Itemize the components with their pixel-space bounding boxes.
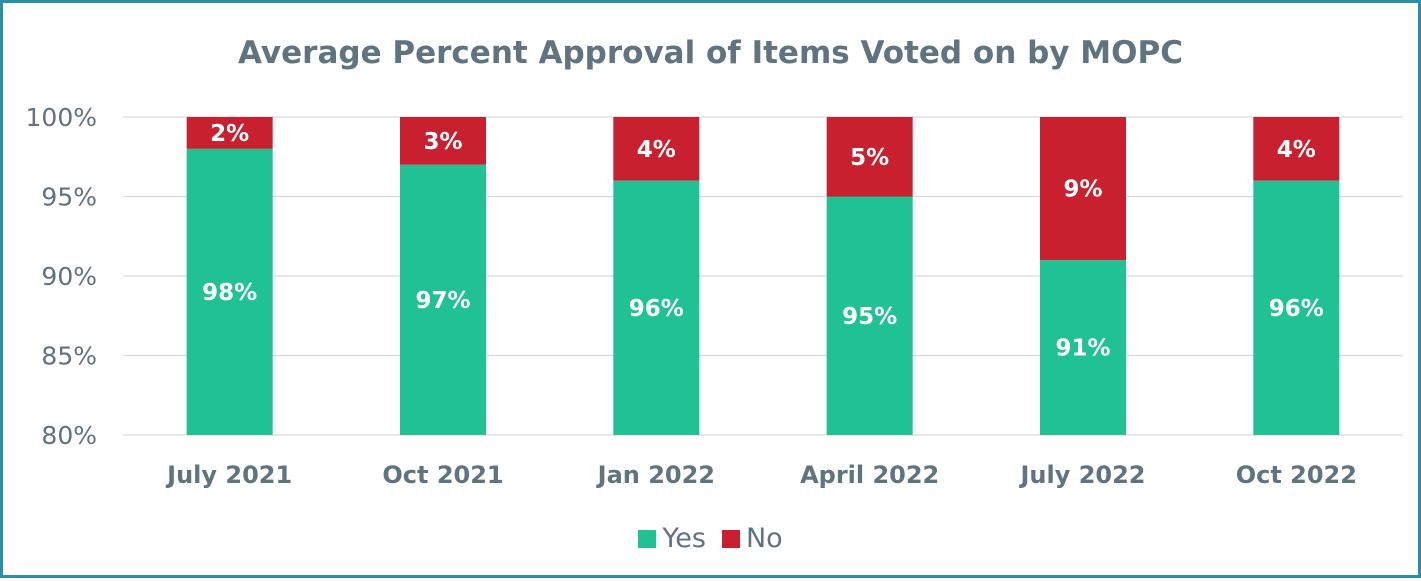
bar-yes: [613, 180, 700, 435]
bar-yes: [400, 164, 486, 435]
x-tick-label: July 2022: [1018, 461, 1145, 489]
data-label-no: 9%: [1063, 177, 1102, 203]
x-tick-label: July 2021: [165, 461, 292, 489]
legend: Yes No: [3, 523, 1418, 554]
bar-yes: [1040, 260, 1126, 435]
bar-yes: [186, 148, 273, 436]
legend-item-yes: Yes: [638, 523, 706, 554]
legend-label-yes: Yes: [662, 523, 706, 554]
bar-no: [400, 117, 486, 165]
data-label-no: 3%: [423, 129, 462, 155]
y-tick-label: 95%: [41, 183, 97, 212]
y-tick-label: 90%: [41, 262, 97, 291]
chart-title: Average Percent Approval of Items Voted …: [238, 35, 1183, 71]
bar-yes: [1253, 180, 1340, 435]
data-label-no: 4%: [1277, 137, 1316, 163]
bar-no: [826, 117, 913, 197]
plot-area: 80% 85% 90% 95% 100% 98% 2% July 2021 97% 3% Oct 2…: [26, 103, 1403, 489]
data-label-no: 5%: [850, 145, 889, 171]
legend-swatch-no: [721, 529, 740, 548]
data-label-yes: 95%: [842, 304, 897, 330]
bar-no: [1040, 117, 1126, 261]
data-label-yes: 98%: [202, 280, 257, 306]
legend-swatch-yes: [638, 529, 657, 548]
bar-yes: [826, 196, 913, 435]
x-tick-label: Jan 2022: [596, 461, 715, 489]
data-label-yes: 91%: [1055, 336, 1110, 362]
data-label-yes: 96%: [629, 296, 684, 322]
y-tick-label: 80%: [41, 421, 97, 450]
data-label-no: 4%: [637, 137, 676, 163]
bar-no: [1253, 117, 1340, 181]
data-label-yes: 97%: [415, 288, 470, 314]
y-tick-label: 85%: [41, 342, 97, 371]
y-tick-label: 100%: [26, 103, 97, 132]
x-tick-label: April 2022: [800, 461, 939, 489]
data-label-no: 2%: [210, 121, 249, 147]
bar-no: [186, 117, 273, 149]
legend-item-no: No: [721, 523, 783, 554]
legend-label-no: No: [745, 523, 783, 554]
bar-no: [613, 117, 700, 181]
x-tick-label: Oct 2021: [382, 461, 503, 489]
x-tick-label: Oct 2022: [1236, 461, 1357, 489]
data-label-yes: 96%: [1269, 296, 1324, 322]
